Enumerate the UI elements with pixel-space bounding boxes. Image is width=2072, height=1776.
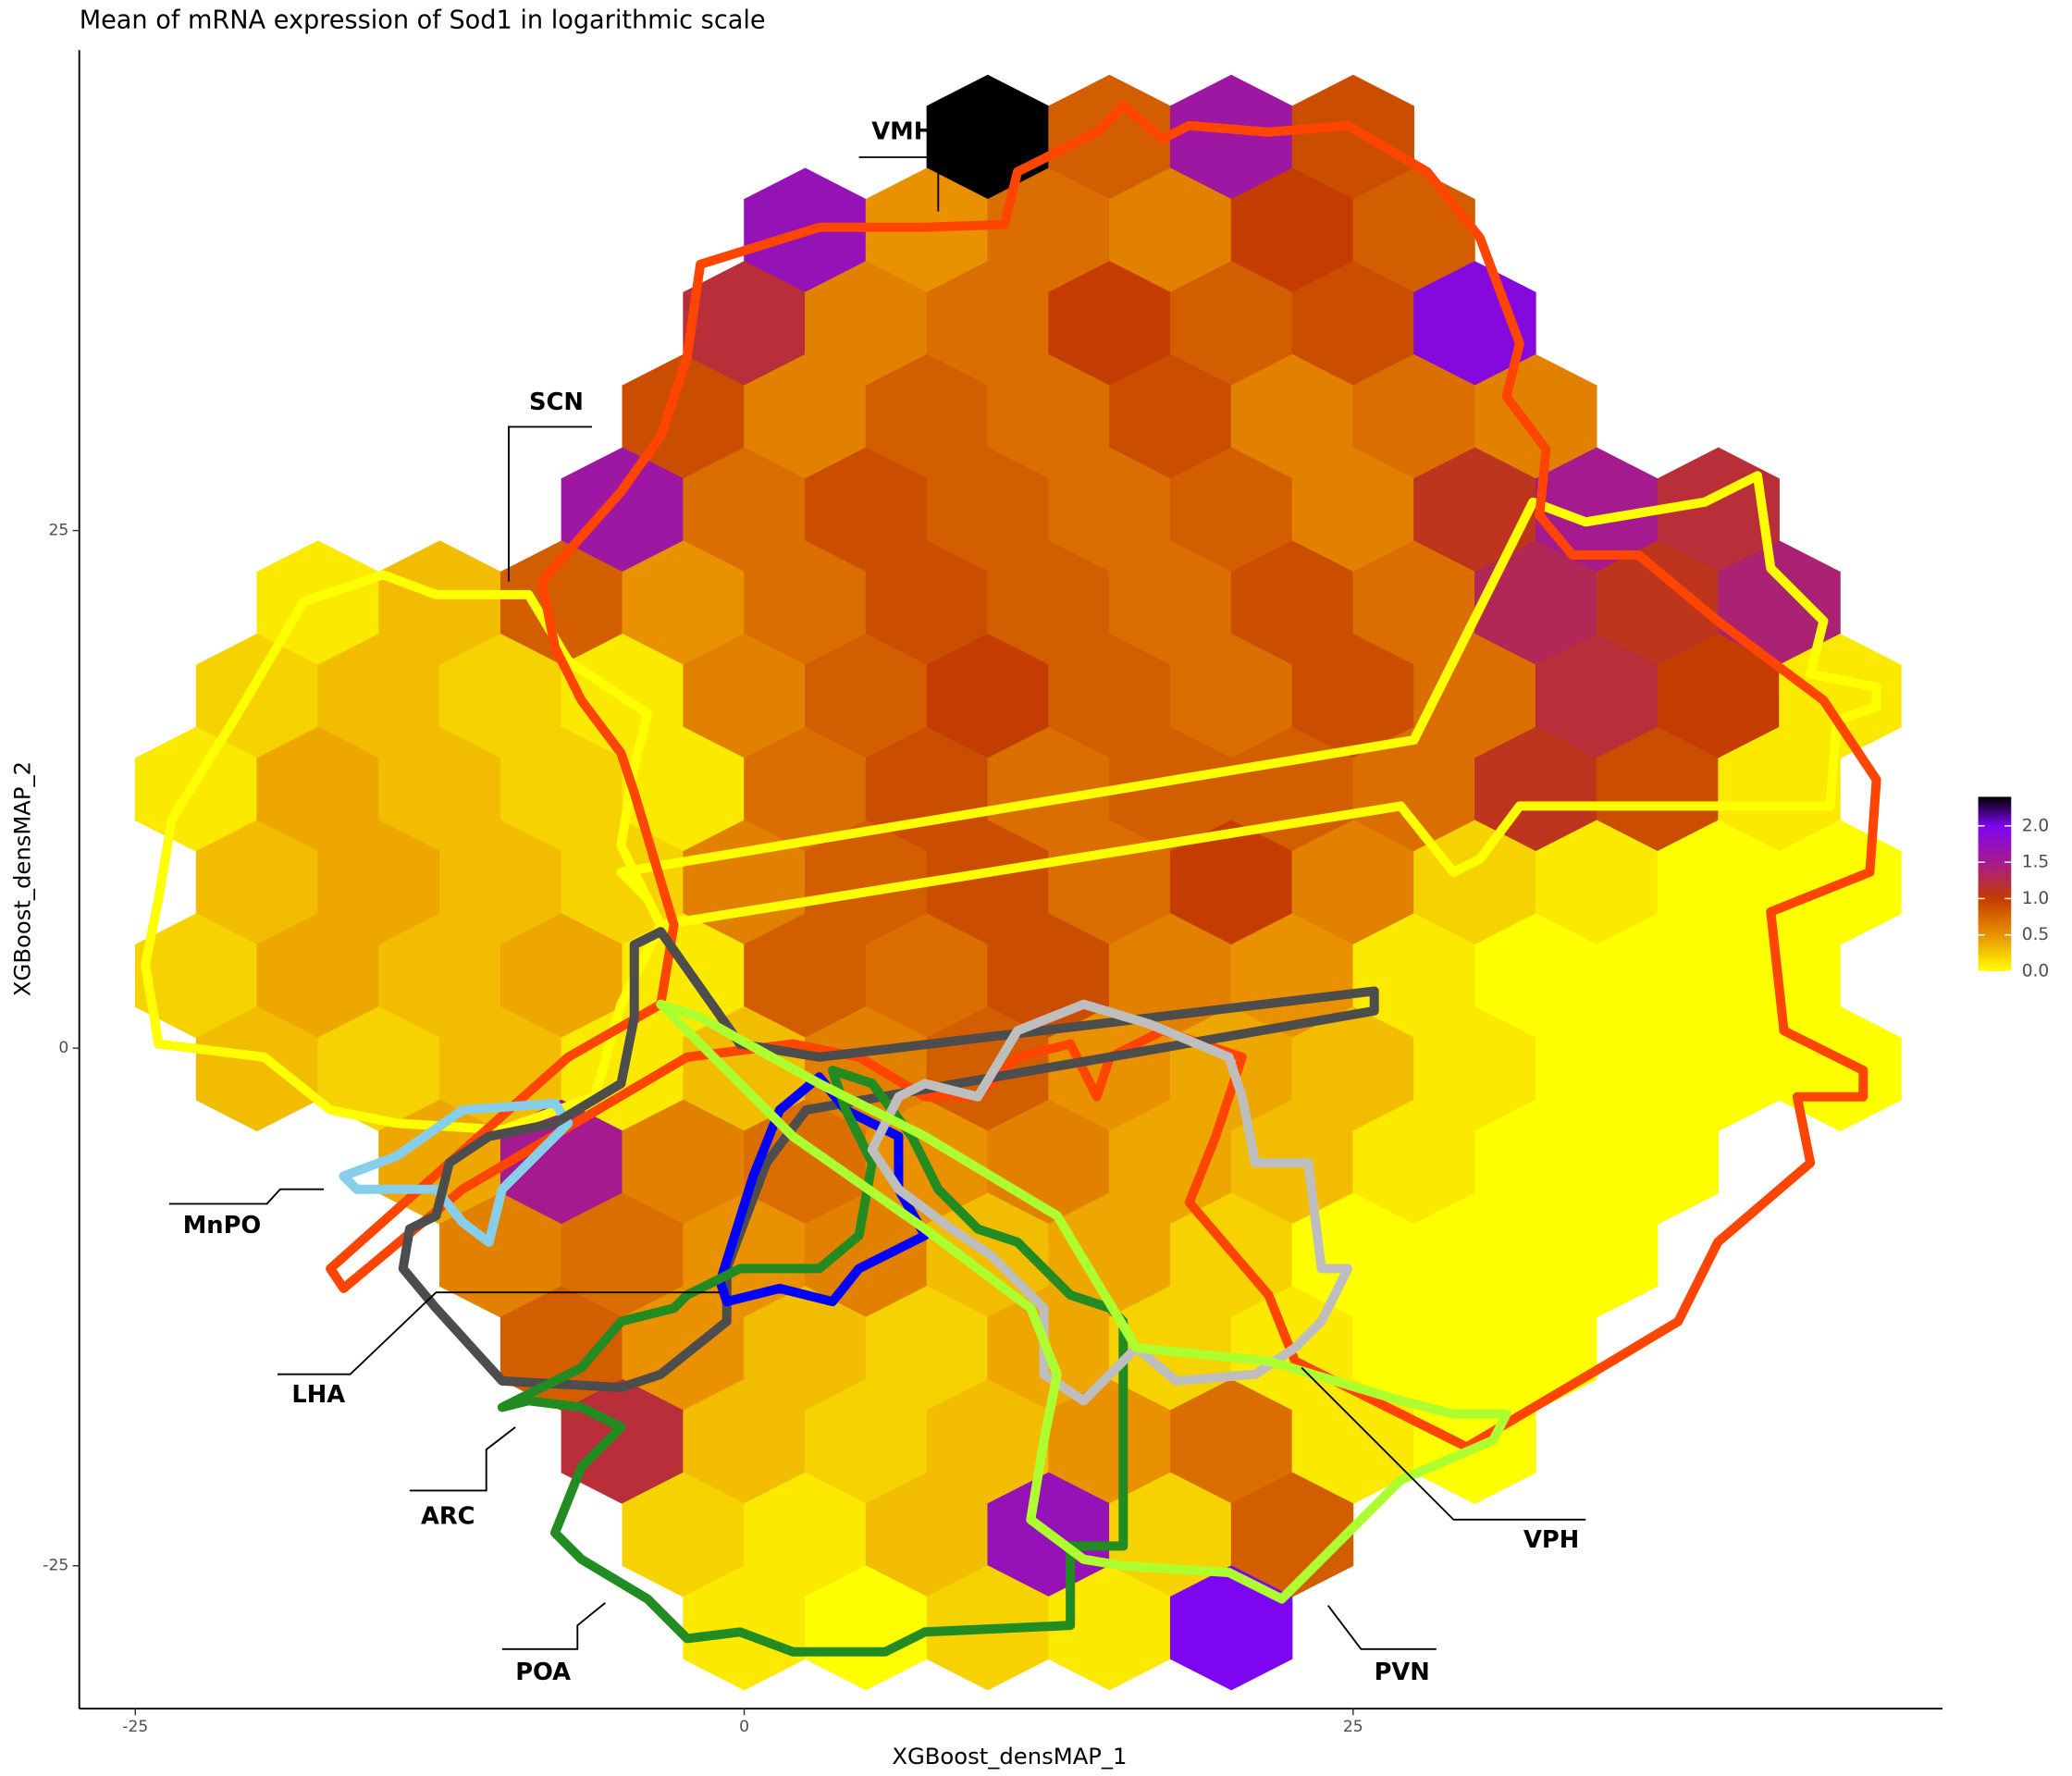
hex-bin [1169, 1565, 1293, 1691]
x-tick-label: 25 [1343, 1718, 1363, 1736]
vmh-outline [326, 101, 1881, 1452]
lha-outline [398, 927, 1379, 1392]
x-axis-label: XGBoost_densMAP_1 [892, 1743, 1127, 1770]
colorbar-tick-label: 1.0 [2022, 889, 2050, 908]
colorbar [1978, 796, 2012, 971]
x-tick-label: 0 [739, 1718, 749, 1736]
region-label: POA [515, 1659, 571, 1686]
scn-outline-band [616, 471, 1881, 930]
colorbar-tick-label: 2.0 [2022, 816, 2050, 835]
region-label: ARC [421, 1503, 475, 1531]
y-tick-label: 25 [48, 522, 68, 540]
leader [168, 1188, 324, 1205]
leader [858, 156, 940, 212]
x-tick-label: -25 [122, 1718, 148, 1736]
y-axis-label: XGBoost_densMAP_2 [9, 761, 36, 996]
y-tick-label: 0 [58, 1039, 68, 1057]
pvn-outline [656, 999, 1511, 1604]
y-tick-label: -25 [43, 1557, 68, 1575]
poa-outline [497, 1066, 1128, 1657]
leader [409, 1426, 516, 1492]
vph-outline [867, 999, 1353, 1406]
leader [508, 426, 592, 582]
annotation-leaders [168, 156, 1586, 1650]
region-label: VMH [871, 117, 933, 145]
colorbar-tick-label: 0.0 [2022, 962, 2050, 981]
region-label: MnPO [183, 1212, 262, 1240]
leader [1301, 1366, 1586, 1521]
region-label: PVN [1375, 1659, 1430, 1686]
colorbar-tick-label: 1.5 [2022, 853, 2050, 872]
region-label: VPH [1523, 1526, 1579, 1554]
leader [278, 1291, 721, 1375]
leader [1326, 1605, 1437, 1650]
region-label: SCN [529, 388, 584, 416]
leader [501, 1602, 606, 1650]
chart-title: Mean of mRNA expression of Sod1 in logar… [80, 6, 766, 34]
region-label: LHA [291, 1381, 345, 1409]
arc-outline [715, 1072, 930, 1307]
region-outlines [141, 101, 1881, 1657]
hex-layer [134, 74, 1902, 1691]
mnpo-outline [339, 1098, 574, 1247]
colorbar-tick-label: 0.5 [2022, 925, 2050, 944]
